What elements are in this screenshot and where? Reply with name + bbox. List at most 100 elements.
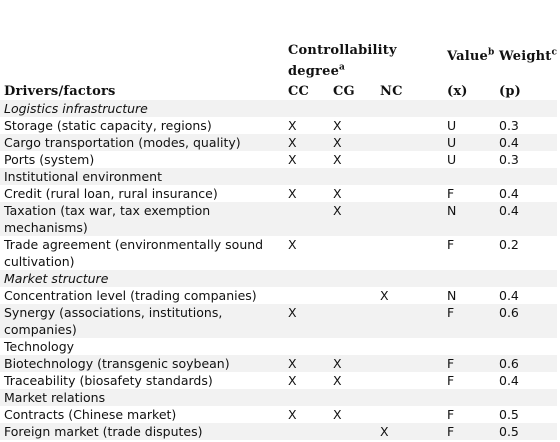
cc-cell: X (288, 304, 333, 338)
cg-cell: X (333, 152, 342, 167)
cg-cell: X (333, 355, 380, 372)
value-cell: F (447, 237, 455, 252)
footnote-a: a (339, 62, 346, 73)
table-row: Credit (rural loan, rural insurance) X X F 0… (0, 185, 557, 202)
header-weight-label: Weight (499, 49, 552, 64)
cc-cell: X (288, 373, 297, 388)
header-weight: Weightc (499, 47, 558, 64)
nc-cell (380, 338, 447, 355)
weight-cell: 0.5 (499, 407, 519, 422)
cc-cell: X (288, 118, 297, 133)
header-nc: NC (380, 84, 403, 99)
footnote-c: c (551, 47, 558, 58)
value-cell: N (447, 288, 457, 303)
value-cell (447, 270, 499, 287)
weight-cell (499, 270, 557, 287)
value-cell: F (447, 407, 455, 422)
nc-cell (380, 372, 447, 389)
cg-cell: X (333, 407, 342, 422)
cg-cell: X (333, 118, 342, 133)
cc-cell (288, 338, 333, 355)
value-cell (447, 168, 499, 185)
footnote-b: b (487, 47, 495, 58)
nc-cell (380, 151, 447, 168)
cg-cell (333, 168, 380, 185)
table-row: Market structure (0, 270, 557, 287)
cc-cell: X (288, 407, 297, 422)
value-cell: N (447, 202, 499, 236)
nc-cell (380, 100, 447, 117)
cc-cell: X (288, 152, 297, 167)
value-cell (447, 389, 499, 406)
driver-cell: Market structure (0, 270, 288, 287)
header-cg: CG (333, 84, 355, 99)
cc-cell (288, 287, 333, 304)
nc-cell (380, 304, 447, 338)
table-row: Traceability (biosafety standards) X X F 0.4 (0, 372, 557, 389)
cg-cell (333, 423, 380, 440)
cc-cell (288, 423, 333, 440)
weight-cell: 0.4 (499, 202, 557, 236)
value-cell (447, 338, 499, 355)
weight-cell: 0.5 (499, 423, 557, 440)
value-cell: F (447, 355, 499, 372)
weight-cell: 0.4 (499, 134, 557, 151)
value-cell: U (447, 152, 457, 167)
driver-cell: Storage (static capacity, regions) (4, 118, 212, 133)
driver-cell: Concentration level (trading companies) (4, 288, 257, 303)
nc-cell: X (380, 423, 447, 440)
weight-cell: 0.3 (499, 152, 519, 167)
table-row: Contracts (Chinese market) X X F 0.5 (0, 406, 557, 423)
weight-cell (499, 338, 557, 355)
nc-cell (380, 406, 447, 423)
header-value-label: Value (447, 49, 488, 64)
cg-cell: X (333, 202, 380, 236)
cc-cell (288, 202, 333, 236)
nc-cell (380, 134, 447, 151)
driver-cell: Biotechnology (transgenic soybean) (0, 355, 288, 372)
header-value: Valueb (447, 47, 495, 64)
cc-cell: X (288, 186, 297, 201)
driver-cell: Market relations (0, 389, 288, 406)
driver-cell: Trade agreement (environmentally sound c… (4, 237, 264, 269)
cg-cell (333, 287, 380, 304)
driver-cell: Ports (system) (4, 152, 95, 167)
cg-cell: X (333, 186, 342, 201)
nc-cell (380, 355, 447, 372)
driver-cell: Logistics infrastructure (0, 100, 288, 117)
table-row: Logistics infrastructure (0, 100, 557, 117)
table-row: Technology (0, 338, 557, 355)
table-row: Cargo transportation (modes, quality) X X U… (0, 134, 557, 151)
nc-cell (380, 185, 447, 202)
weight-cell: 0.4 (499, 373, 519, 388)
header-controllability-line1: Controllability (288, 43, 397, 58)
value-cell: F (447, 186, 455, 201)
driver-cell: Foreign market (trade disputes) (0, 423, 288, 440)
driver-cell: Contracts (Chinese market) (4, 407, 177, 422)
weight-cell: 0.2 (499, 237, 519, 252)
table-body: Logistics infrastructure Storage (static … (0, 100, 557, 440)
nc-cell: X (380, 288, 389, 303)
drivers-table: Logistics infrastructure Storage (static … (0, 100, 557, 440)
table-row: Institutional environment (0, 168, 557, 185)
table-row: Concentration level (trading companies) X… (0, 287, 557, 304)
table-row: Taxation (tax war, tax exemption mechani… (0, 202, 557, 236)
value-cell: F (447, 373, 455, 388)
weight-cell: 0.4 (499, 288, 519, 303)
cc-cell (288, 100, 333, 117)
nc-cell (380, 202, 447, 236)
value-cell (447, 100, 499, 117)
cc-cell: X (288, 134, 333, 151)
nc-cell (380, 168, 447, 185)
header-controllability: Controllability (288, 43, 397, 58)
driver-cell: Taxation (tax war, tax exemption mechani… (0, 202, 288, 236)
nc-cell (380, 236, 447, 270)
weight-cell: 0.6 (499, 355, 557, 372)
table-row: Foreign market (trade disputes) X F 0.5 (0, 423, 557, 440)
cg-cell (333, 100, 380, 117)
table-row: Ports (system) X X U 0.3 (0, 151, 557, 168)
cc-cell (288, 270, 333, 287)
table-row: Synergy (associations, institutions, com… (0, 304, 557, 338)
weight-cell: 0.6 (499, 304, 557, 338)
table-row: Biotechnology (transgenic soybean) X X F 0.6 (0, 355, 557, 372)
